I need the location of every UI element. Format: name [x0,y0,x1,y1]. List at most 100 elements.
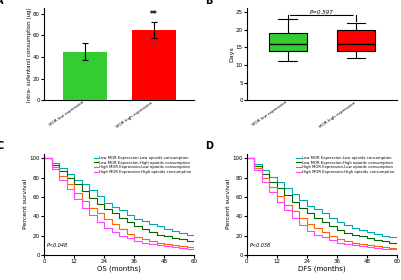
Low MOR Expression-Low opioids consumption [169,229,174,232]
High MOR Expression-Low opioids consumption [94,212,99,215]
High MOR Expression-Low opioids consumption [365,244,369,247]
High MOR Expression-Low opioids consumption [372,244,377,248]
Low MOR Expression-High opioids consumption [350,233,354,236]
Low MOR Expression-Low opioids consumption [139,219,144,223]
Low MOR Expression-Low opioids consumption [184,233,189,236]
Line: High MOR Expression-High opioids consumption: High MOR Expression-High opioids consump… [44,158,194,249]
High MOR Expression-High opioids consumption [169,245,174,249]
Low MOR Expression-Low opioids consumption [320,212,324,215]
Text: D: D [205,141,213,151]
High MOR Expression-High opioids consumption [290,216,294,220]
High MOR Expression-High opioids consumption [380,247,385,251]
High MOR Expression-Low opioids consumption [357,242,362,246]
Low MOR Expression-Low opioids consumption [387,236,392,239]
High MOR Expression-High opioids consumption [109,230,114,233]
Low MOR Expression-High opioids consumption [387,242,392,245]
High MOR Expression-Low opioids consumption [124,232,129,235]
High MOR Expression-Low opioids consumption [334,238,339,241]
Low MOR Expression-High opioids consumption [380,240,385,243]
Low MOR Expression-Low opioids consumption [297,198,302,202]
Low MOR Expression-Low opioids consumption [42,157,47,160]
High MOR Expression-High opioids consumption [57,178,61,181]
Low MOR Expression-High opioids consumption [87,196,91,200]
High MOR Expression-High opioids consumption [124,237,129,240]
Low MOR Expression-High opioids consumption [94,202,99,206]
High MOR Expression-Low opioids consumption [49,165,54,169]
High MOR Expression-Low opioids consumption [282,203,287,206]
Low MOR Expression-High opioids consumption [124,220,129,224]
Low MOR Expression-High opioids consumption [109,212,114,215]
PathPatch shape [337,30,375,51]
Line: Low MOR Expression-High opioids consumption: Low MOR Expression-High opioids consumpt… [44,158,194,242]
High MOR Expression-Low opioids consumption [252,166,257,170]
High MOR Expression-Low opioids consumption [304,222,309,226]
Text: A: A [0,0,4,6]
Low MOR Expression-High opioids consumption [42,157,47,160]
Low MOR Expression-High opioids consumption [147,230,152,233]
Low MOR Expression-Low opioids consumption [124,214,129,217]
PathPatch shape [269,33,306,51]
High MOR Expression-High opioids consumption [334,242,339,245]
Low MOR Expression-High opioids consumption [154,233,159,236]
Low MOR Expression-Low opioids consumption [259,168,264,172]
High MOR Expression-High opioids consumption [267,190,272,194]
Low MOR Expression-Low opioids consumption [102,201,107,204]
Low MOR Expression-Low opioids consumption [312,208,317,211]
High MOR Expression-High opioids consumption [357,244,362,248]
Low MOR Expression-High opioids consumption [365,237,369,240]
Low MOR Expression-High opioids consumption [245,157,249,160]
Low MOR Expression-Low opioids consumption [49,162,54,165]
Low MOR Expression-Low opioids consumption [342,223,347,227]
Low MOR Expression-Low opioids consumption [162,227,167,230]
High MOR Expression-High opioids consumption [139,242,144,245]
Y-axis label: Days: Days [229,46,234,62]
Low MOR Expression-High opioids consumption [139,227,144,230]
Low MOR Expression-Low opioids consumption [274,181,279,184]
Bar [63,52,107,101]
Low MOR Expression-High opioids consumption [395,242,399,246]
Line: High MOR Expression-High opioids consumption: High MOR Expression-High opioids consump… [247,158,397,250]
Low MOR Expression-Low opioids consumption [147,222,152,226]
High MOR Expression-Low opioids consumption [320,230,324,233]
Low MOR Expression-Low opioids consumption [177,231,182,234]
High MOR Expression-High opioids consumption [64,188,69,191]
Low MOR Expression-High opioids consumption [162,235,167,238]
Low MOR Expression-High opioids consumption [79,190,84,193]
Low MOR Expression-Low opioids consumption [117,209,122,212]
Text: P=0.597: P=0.597 [310,10,334,15]
High MOR Expression-High opioids consumption [42,157,47,160]
High MOR Expression-Low opioids consumption [274,194,279,198]
Low MOR Expression-High opioids consumption [334,228,339,231]
High MOR Expression-High opioids consumption [94,220,99,224]
High MOR Expression-High opioids consumption [372,246,377,250]
High MOR Expression-High opioids consumption [102,226,107,230]
Low MOR Expression-Low opioids consumption [245,157,249,160]
Low MOR Expression-High opioids consumption [304,212,309,215]
Line: Low MOR Expression-High opioids consumption: Low MOR Expression-High opioids consumpt… [247,158,397,244]
High MOR Expression-High opioids consumption [72,197,77,200]
Low MOR Expression-Low opioids consumption [192,234,196,237]
High MOR Expression-Low opioids consumption [42,157,47,160]
Low MOR Expression-High opioids consumption [297,206,302,209]
High MOR Expression-Low opioids consumption [342,240,347,243]
Text: P<0.048: P<0.048 [47,243,68,248]
Text: P<0.038: P<0.038 [250,243,271,248]
Low MOR Expression-High opioids consumption [327,224,332,228]
High MOR Expression-High opioids consumption [252,168,257,172]
Low MOR Expression-Low opioids consumption [64,172,69,176]
Low MOR Expression-High opioids consumption [252,164,257,168]
Low MOR Expression-High opioids consumption [177,238,182,241]
Low MOR Expression-High opioids consumption [132,224,137,228]
Low MOR Expression-Low opioids consumption [87,188,91,192]
Low MOR Expression-High opioids consumption [64,176,69,179]
High MOR Expression-High opioids consumption [79,206,84,209]
Low MOR Expression-High opioids consumption [282,193,287,197]
High MOR Expression-High opioids consumption [49,167,54,171]
High MOR Expression-Low opioids consumption [245,157,249,160]
High MOR Expression-Low opioids consumption [132,236,137,239]
Text: **: ** [150,10,158,19]
High MOR Expression-High opioids consumption [387,247,392,251]
Low MOR Expression-High opioids consumption [267,180,272,183]
Low MOR Expression-Low opioids consumption [327,216,332,220]
High MOR Expression-High opioids consumption [192,247,196,251]
